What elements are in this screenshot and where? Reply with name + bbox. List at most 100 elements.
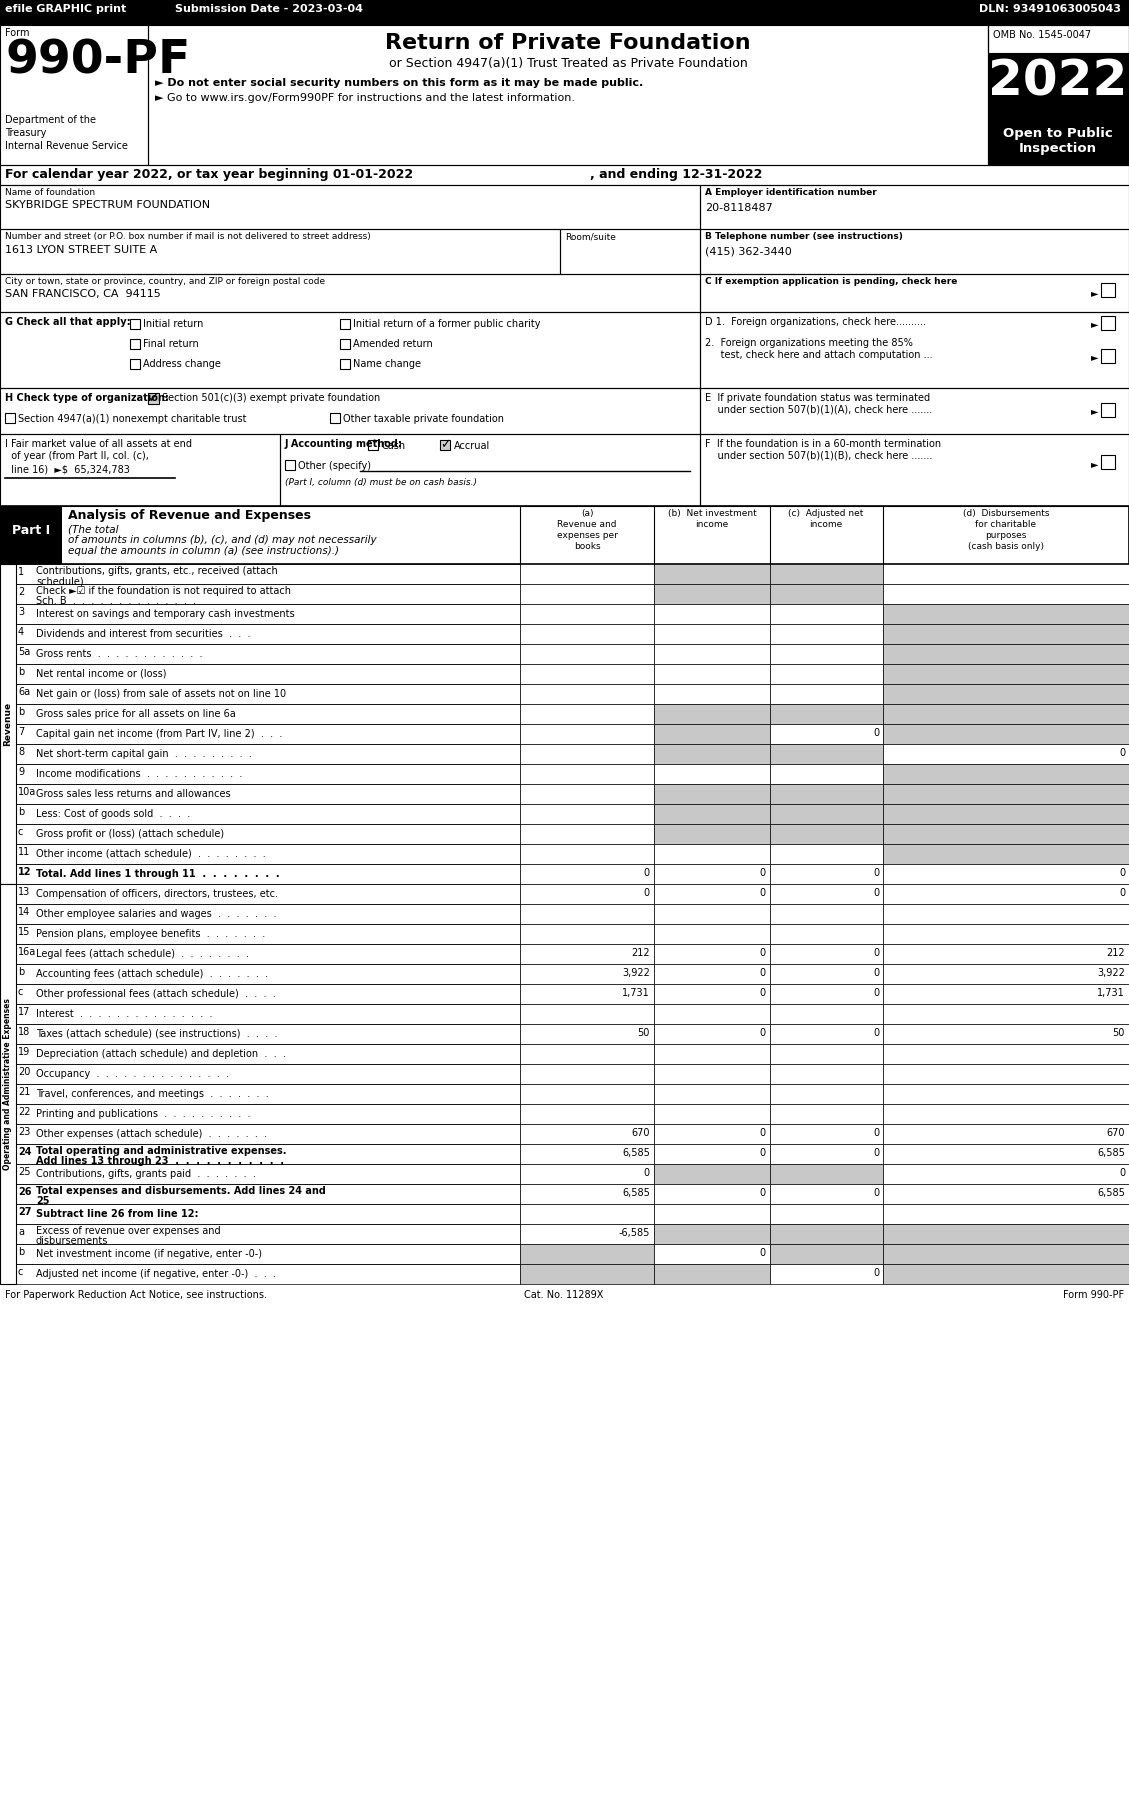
Bar bbox=[654, 843, 770, 865]
Bar bbox=[440, 441, 450, 450]
Bar bbox=[654, 565, 770, 584]
Bar bbox=[883, 1224, 1129, 1244]
Text: Address change: Address change bbox=[143, 360, 221, 369]
Bar bbox=[520, 885, 654, 904]
Bar bbox=[520, 924, 654, 944]
Text: (The total: (The total bbox=[68, 523, 119, 534]
Text: 0: 0 bbox=[873, 987, 879, 998]
Text: ►: ► bbox=[1091, 318, 1099, 329]
Bar bbox=[16, 843, 520, 865]
Bar bbox=[770, 705, 883, 725]
Text: Other employee salaries and wages  .  .  .  .  .  .  .: Other employee salaries and wages . . . … bbox=[36, 910, 277, 919]
Text: 27: 27 bbox=[18, 1206, 32, 1217]
Text: c: c bbox=[18, 987, 24, 998]
Bar bbox=[16, 1264, 520, 1284]
Text: schedule): schedule) bbox=[36, 575, 84, 586]
Bar bbox=[988, 25, 1129, 52]
Text: 0: 0 bbox=[760, 1147, 765, 1158]
Bar bbox=[654, 604, 770, 624]
Text: income: income bbox=[695, 520, 728, 529]
Bar bbox=[16, 764, 520, 784]
Bar bbox=[770, 1124, 883, 1144]
Text: Check ►☑ if the foundation is not required to attach: Check ►☑ if the foundation is not requir… bbox=[36, 586, 291, 595]
Bar bbox=[16, 683, 520, 705]
Bar bbox=[520, 584, 654, 604]
Text: 2.  Foreign organizations meeting the 85%
     test, check here and attach compu: 2. Foreign organizations meeting the 85%… bbox=[704, 338, 933, 360]
Bar bbox=[1101, 403, 1115, 417]
Text: expenses per: expenses per bbox=[557, 530, 618, 539]
Text: Pension plans, employee benefits  .  .  .  .  .  .  .: Pension plans, employee benefits . . . .… bbox=[36, 930, 265, 939]
Bar bbox=[883, 1104, 1129, 1124]
Bar bbox=[654, 1185, 770, 1205]
Text: 0: 0 bbox=[1119, 868, 1124, 877]
Bar bbox=[654, 1045, 770, 1064]
Bar bbox=[16, 1104, 520, 1124]
Bar bbox=[520, 663, 654, 683]
Text: A Employer identification number: A Employer identification number bbox=[704, 189, 877, 198]
Text: 670: 670 bbox=[1106, 1127, 1124, 1138]
Bar bbox=[654, 944, 770, 964]
Bar bbox=[654, 904, 770, 924]
Text: G Check all that apply:: G Check all that apply: bbox=[5, 316, 131, 327]
Text: SAN FRANCISCO, CA  94115: SAN FRANCISCO, CA 94115 bbox=[5, 289, 160, 298]
Text: 670: 670 bbox=[631, 1127, 650, 1138]
Text: Submission Date - 2023-03-04: Submission Date - 2023-03-04 bbox=[175, 4, 364, 14]
Bar bbox=[0, 25, 148, 165]
Text: Less: Cost of goods sold  .  .  .  .: Less: Cost of goods sold . . . . bbox=[36, 809, 191, 820]
Text: (b)  Net investment: (b) Net investment bbox=[667, 509, 756, 518]
Bar bbox=[770, 565, 883, 584]
Bar bbox=[770, 885, 883, 904]
Text: Gross rents  .  .  .  .  .  .  .  .  .  .  .  .: Gross rents . . . . . . . . . . . . bbox=[36, 649, 202, 660]
Bar bbox=[340, 340, 350, 349]
Bar bbox=[654, 683, 770, 705]
Bar bbox=[883, 924, 1129, 944]
Text: 0: 0 bbox=[873, 1147, 879, 1158]
Text: 10a: 10a bbox=[18, 788, 36, 797]
Text: 6,585: 6,585 bbox=[1097, 1147, 1124, 1158]
Text: Internal Revenue Service: Internal Revenue Service bbox=[5, 140, 128, 151]
Text: 23: 23 bbox=[18, 1127, 30, 1136]
Bar bbox=[520, 1064, 654, 1084]
Text: Initial return: Initial return bbox=[143, 318, 203, 329]
Bar bbox=[883, 663, 1129, 683]
Bar bbox=[770, 865, 883, 885]
Text: Depreciation (attach schedule) and depletion  .  .  .: Depreciation (attach schedule) and deple… bbox=[36, 1048, 286, 1059]
Text: Excess of revenue over expenses and: Excess of revenue over expenses and bbox=[36, 1226, 220, 1235]
Bar bbox=[883, 1124, 1129, 1144]
Bar bbox=[16, 1124, 520, 1144]
Text: 0: 0 bbox=[873, 1028, 879, 1037]
Bar bbox=[770, 1003, 883, 1025]
Bar bbox=[883, 1064, 1129, 1084]
Text: 25: 25 bbox=[36, 1196, 50, 1206]
Text: J Accounting method:: J Accounting method: bbox=[285, 439, 403, 450]
Bar bbox=[700, 313, 1129, 388]
Text: 3,922: 3,922 bbox=[1097, 967, 1124, 978]
Text: Income modifications  .  .  .  .  .  .  .  .  .  .  .: Income modifications . . . . . . . . . .… bbox=[36, 770, 243, 779]
Text: Other expenses (attach schedule)  .  .  .  .  .  .  .: Other expenses (attach schedule) . . . .… bbox=[36, 1129, 268, 1138]
Text: efile GRAPHIC print: efile GRAPHIC print bbox=[5, 4, 126, 14]
Text: ►: ► bbox=[1091, 352, 1099, 361]
Text: Number and street (or P.O. box number if mail is not delivered to street address: Number and street (or P.O. box number if… bbox=[5, 232, 370, 241]
Bar bbox=[16, 964, 520, 984]
Text: 12: 12 bbox=[18, 867, 32, 877]
Bar bbox=[340, 318, 350, 329]
Bar bbox=[883, 624, 1129, 644]
Bar bbox=[883, 843, 1129, 865]
Text: 7: 7 bbox=[18, 726, 24, 737]
Text: Gross profit or (loss) (attach schedule): Gross profit or (loss) (attach schedule) bbox=[36, 829, 225, 840]
Bar bbox=[130, 360, 140, 369]
Bar bbox=[883, 1264, 1129, 1284]
Text: DLN: 93491063005043: DLN: 93491063005043 bbox=[979, 4, 1121, 14]
Bar bbox=[654, 1084, 770, 1104]
Text: Capital gain net income (from Part IV, line 2)  .  .  .: Capital gain net income (from Part IV, l… bbox=[36, 728, 282, 739]
Bar bbox=[883, 964, 1129, 984]
Bar bbox=[883, 984, 1129, 1003]
Bar bbox=[16, 725, 520, 744]
Text: 18: 18 bbox=[18, 1027, 30, 1037]
Text: ►: ► bbox=[1091, 288, 1099, 298]
Text: 0: 0 bbox=[644, 1169, 650, 1178]
Text: 1613 LYON STREET SUITE A: 1613 LYON STREET SUITE A bbox=[5, 245, 157, 255]
Bar bbox=[520, 964, 654, 984]
Bar bbox=[654, 823, 770, 843]
Text: Name change: Name change bbox=[353, 360, 421, 369]
